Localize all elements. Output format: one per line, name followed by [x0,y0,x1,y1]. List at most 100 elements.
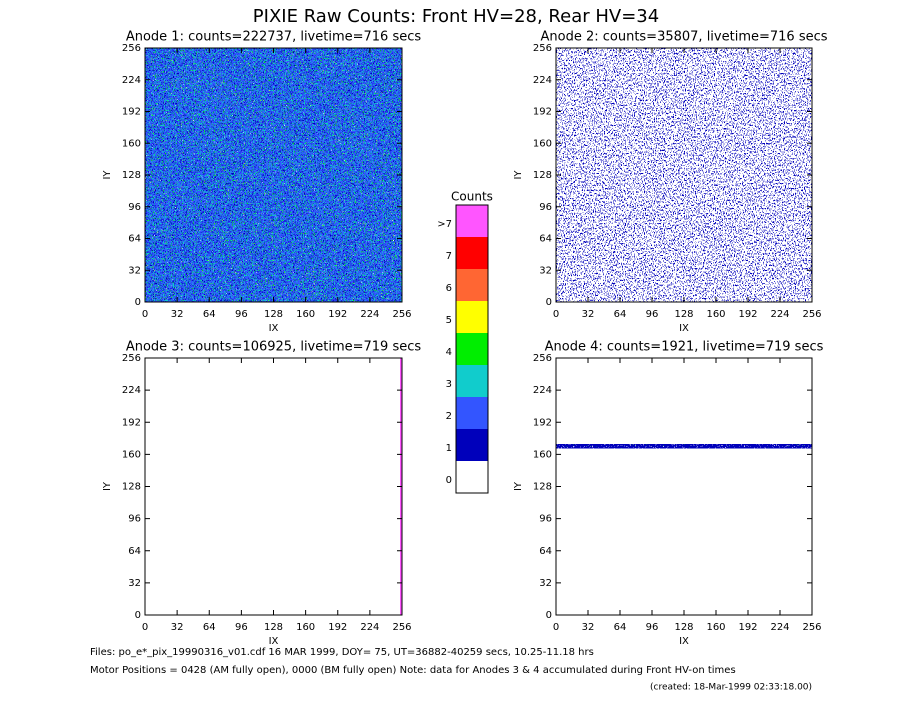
panel-title: Anode 3: counts=106925, livetime=719 sec… [126,340,422,355]
x-tick-label: 224 [360,309,379,320]
x-tick-label: 0 [142,309,148,320]
y-tick-label: 160 [122,138,141,149]
x-tick-label: 64 [203,309,216,320]
y-tick-label: 192 [122,417,141,428]
y-tick-label: 256 [122,43,141,54]
x-tick-label: 64 [614,309,627,320]
y-axis-label: IY [513,481,524,491]
colorbar-swatch [456,365,488,397]
y-tick-label: 224 [533,385,552,396]
x-tick-label: 96 [646,622,659,633]
y-tick-label: 256 [533,353,552,364]
y-tick-label: 96 [539,514,552,525]
x-tick-label: 224 [770,622,789,633]
plot-frame [144,357,403,616]
x-tick-label: 32 [171,309,184,320]
colorbar-swatch [456,397,488,429]
x-tick-label: 0 [553,622,559,633]
colorbar-swatch [456,269,488,301]
x-tick-label: 192 [738,622,757,633]
y-tick-label: 192 [122,107,141,118]
x-axis-label: IX [269,323,279,334]
x-tick-label: 64 [614,622,627,633]
y-tick-label: 96 [539,202,552,213]
y-tick-label: 160 [533,449,552,460]
x-tick-label: 160 [296,622,315,633]
panel-title: Anode 2: counts=35807, livetime=716 secs [540,30,827,45]
x-tick-label: 128 [264,309,283,320]
x-tick-label: 256 [802,622,821,633]
y-tick-label: 96 [128,514,141,525]
y-tick-label: 128 [533,482,552,493]
y-tick-label: 128 [122,170,141,181]
panel-title: Anode 1: counts=222737, livetime=716 sec… [126,30,422,45]
y-tick-label: 256 [533,43,552,54]
colorbar-swatch [456,429,488,461]
x-tick-label: 160 [706,622,725,633]
x-tick-label: 128 [674,309,693,320]
x-tick-label: 96 [235,309,248,320]
colorbar-swatch [456,461,488,493]
colorbar-title: Counts [451,190,493,204]
x-tick-label: 32 [582,622,595,633]
x-tick-label: 224 [770,309,789,320]
x-tick-label: 96 [235,622,248,633]
colorbar-label: 2 [446,411,452,422]
colorbar-swatch [456,333,488,365]
x-tick-label: 192 [328,309,347,320]
y-axis-label: IY [513,170,524,180]
y-tick-label: 32 [128,265,141,276]
y-tick-label: 96 [128,202,141,213]
footer-motor: Motor Positions = 0428 (AM fully open), … [90,665,736,676]
figure-title: PIXIE Raw Counts: Front HV=28, Rear HV=3… [253,6,659,27]
x-tick-label: 192 [738,309,757,320]
colorbar-label: 0 [446,475,452,486]
x-tick-label: 256 [392,309,411,320]
x-tick-label: 32 [582,309,595,320]
speckle [145,48,402,302]
y-tick-label: 64 [539,546,552,557]
y-tick-label: 160 [533,138,552,149]
y-tick-label: 224 [122,385,141,396]
speckle [556,444,812,449]
colorbar-swatch [456,205,488,237]
y-tick-label: 192 [533,107,552,118]
footer-created: (created: 18-Mar-1999 02:33:18.00) [650,683,812,693]
x-tick-label: 32 [171,622,184,633]
x-tick-label: 128 [264,622,283,633]
y-axis-label: IY [102,170,113,180]
y-tick-label: 160 [122,449,141,460]
y-tick-label: 128 [122,482,141,493]
y-tick-label: 32 [539,265,552,276]
colorbar-frame [455,204,489,494]
y-tick-label: 128 [533,170,552,181]
x-tick-label: 256 [392,622,411,633]
speckle [556,48,812,302]
colorbar-swatch [456,237,488,269]
x-axis-label: IX [679,636,689,647]
colorbar-label: >7 [437,219,452,230]
x-tick-label: 192 [328,622,347,633]
x-tick-label: 256 [802,309,821,320]
y-tick-label: 32 [539,578,552,589]
panel-title: Anode 4: counts=1921, livetime=719 secs [545,340,824,355]
plot-frame [555,357,813,616]
y-tick-label: 64 [128,234,141,245]
x-tick-label: 160 [296,309,315,320]
colorbar-label: 3 [446,379,452,390]
x-tick-label: 64 [203,622,216,633]
y-axis-label: IY [102,481,113,491]
y-tick-label: 64 [539,234,552,245]
y-tick-label: 224 [122,75,141,86]
colorbar-label: 1 [446,443,452,454]
colorbar-label: 7 [446,251,452,262]
colorbar-label: 4 [446,347,452,358]
colorbar-swatch [456,301,488,333]
y-tick-label: 192 [533,417,552,428]
y-tick-label: 32 [128,578,141,589]
colorbar-label: 5 [446,315,452,326]
y-tick-label: 0 [135,610,141,621]
x-axis-label: IX [269,636,279,647]
x-tick-label: 96 [646,309,659,320]
